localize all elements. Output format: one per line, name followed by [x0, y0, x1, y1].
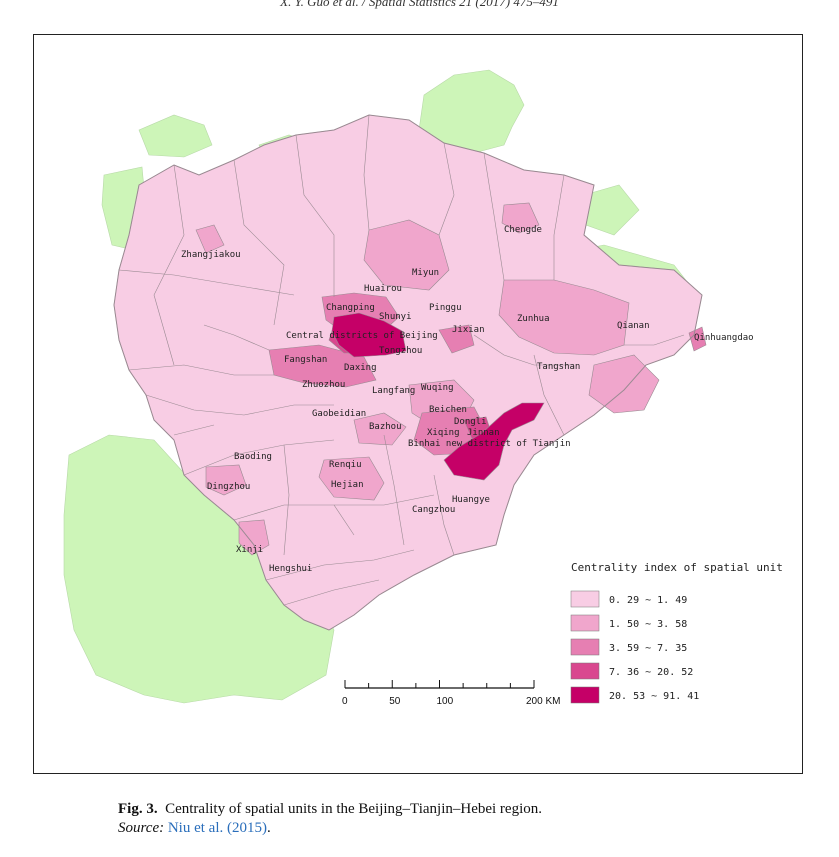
label-chengde: Chengde	[504, 225, 542, 235]
label-central: Central districts of Beijing	[286, 331, 438, 341]
source-end: .	[267, 820, 271, 836]
legend-swatch-2	[570, 614, 600, 632]
label-daxing: Daxing	[344, 363, 377, 373]
label-tangshan: Tangshan	[537, 362, 580, 372]
figure-number: Fig. 3.	[118, 801, 158, 817]
map-frame: Zhangjiakou Chengde Huairou Miyun Changp…	[33, 34, 803, 774]
label-zhuozhou: Zhuozhou	[302, 380, 345, 390]
label-dingzhou: Dingzhou	[207, 482, 250, 492]
source-label: Source:	[118, 820, 165, 836]
legend-label-1: 0. 29 ~ 1. 49	[609, 595, 687, 606]
scale-label-2: 100	[437, 696, 454, 707]
label-fangshan: Fangshan	[284, 355, 327, 365]
label-miyun: Miyun	[412, 268, 439, 278]
legend-swatch-1	[570, 590, 600, 608]
caption-line-1: Fig. 3. Centrality of spatial units in t…	[118, 800, 818, 819]
label-shunyi: Shunyi	[379, 312, 412, 322]
label-huairou: Huairou	[364, 284, 402, 294]
region-chengde	[501, 202, 540, 234]
county-boundaries	[118, 114, 685, 606]
label-baoding: Baoding	[234, 452, 272, 462]
region-jixian	[438, 324, 475, 354]
label-dongli: Dongli	[454, 417, 487, 427]
scale-label-1: 50	[389, 696, 401, 707]
region-renqiu-hejian	[318, 456, 385, 501]
label-beichen: Beichen	[429, 405, 467, 415]
region-fangshan-daxing	[268, 344, 377, 388]
legend-title: Centrality index of spatial unit	[571, 561, 783, 574]
label-hejian: Hejian	[331, 480, 364, 490]
scale-label-3: 200 KM	[526, 696, 560, 707]
label-changping: Changping	[326, 303, 375, 313]
legend-swatch-4	[570, 662, 600, 680]
label-hengshui: Hengshui	[269, 564, 312, 574]
label-xinji: Xinji	[236, 545, 263, 555]
label-langfang: Langfang	[372, 386, 415, 396]
region-zunhua-qianan	[498, 279, 630, 356]
label-pinggu: Pinggu	[429, 303, 462, 313]
source-ref-link[interactable]: Niu et al.	[167, 820, 224, 836]
scale-bar: 0 50 100 200 KM	[342, 680, 560, 707]
label-renqiu: Renqiu	[329, 460, 362, 470]
label-zhangjiakou: Zhangjiakou	[181, 250, 241, 260]
legend-entries: 0. 29 ~ 1. 49 1. 50 ~ 3. 58 3. 59 ~ 7. 35 7…	[570, 590, 699, 704]
label-tongzhou: Tongzhou	[379, 346, 422, 356]
label-binhai: Binhai new district of Tianjin	[408, 439, 571, 449]
legend-label-5: 20. 53 ~ 91. 41	[609, 691, 699, 702]
label-xiqing: Xiqing	[427, 428, 460, 438]
map-svg: Zhangjiakou Chengde Huairou Miyun Changp…	[63, 69, 783, 707]
region-dingzhou	[205, 464, 247, 496]
region-outline	[113, 114, 703, 631]
region-xinji	[238, 519, 270, 556]
region-bazhou	[353, 412, 407, 446]
legend-label-3: 3. 59 ~ 7. 35	[609, 643, 687, 654]
source-year-link[interactable]: (2015)	[227, 820, 267, 836]
legend-swatch-5	[570, 686, 600, 704]
region-zhangjiakou	[195, 224, 225, 254]
legend-label-4: 7. 36 ~ 20. 52	[609, 667, 693, 678]
city-labels: Zhangjiakou Chengde Huairou Miyun Changp…	[181, 225, 754, 574]
label-gaobeidian: Gaobeidian	[312, 409, 366, 419]
class5-regions	[331, 312, 545, 481]
label-cangzhou: Cangzhou	[412, 505, 455, 515]
label-zunhua: Zunhua	[517, 314, 550, 324]
label-qianan: Qianan	[617, 321, 650, 331]
caption-text: Centrality of spatial units in the Beiji…	[165, 801, 542, 817]
label-wuqing: Wuqing	[421, 383, 454, 393]
region-huairou-miyun	[363, 219, 450, 291]
legend: Centrality index of spatial unit 0. 29 ~…	[570, 561, 783, 704]
label-jinnan: Jinnan	[467, 428, 500, 438]
region-binhai	[443, 402, 545, 481]
label-qinhuangdao: Qinhuangdao	[694, 333, 754, 343]
label-huangye: Huangye	[452, 495, 490, 505]
legend-swatch-3	[570, 638, 600, 656]
label-jixian: Jixian	[452, 325, 485, 335]
scale-label-0: 0	[342, 696, 348, 707]
inner-mongolia-north	[138, 114, 213, 158]
label-bazhou: Bazhou	[369, 422, 402, 432]
figure-caption: Fig. 3. Centrality of spatial units in t…	[118, 800, 818, 838]
caption-line-2: Source: Niu et al. (2015).	[118, 819, 818, 838]
region-qinhuangdao	[688, 326, 707, 352]
running-head: X. Y. Guo et al. / Spatial Statistics 21…	[280, 0, 559, 9]
region-central-districts-beijing	[331, 312, 407, 358]
legend-label-2: 1. 50 ~ 3. 58	[609, 619, 687, 630]
